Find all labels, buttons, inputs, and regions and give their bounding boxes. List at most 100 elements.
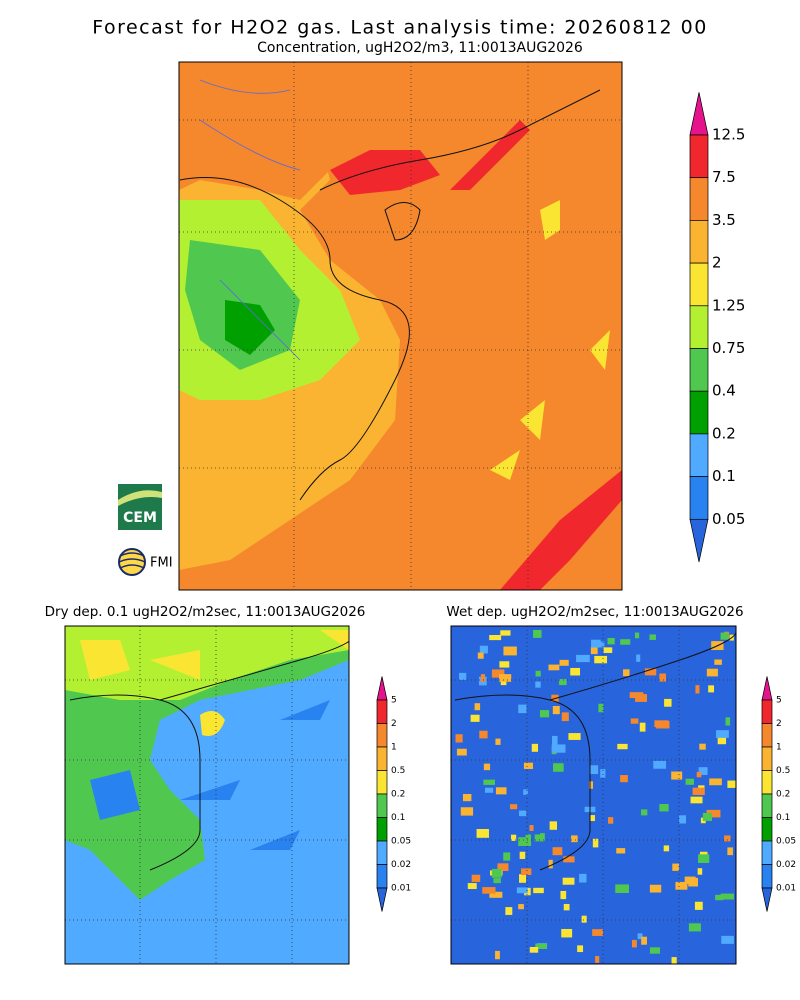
speckle (523, 789, 528, 795)
speckle (495, 738, 501, 745)
speckle (489, 635, 502, 641)
speckle (534, 834, 545, 842)
colorbar-segment (689, 134, 709, 179)
speckle (692, 787, 705, 795)
colorbar-label: 1 (776, 743, 782, 753)
speckle (714, 659, 722, 665)
colorbar-label: 0.05 (712, 510, 745, 528)
speckle (591, 639, 601, 648)
speckle (499, 661, 510, 668)
speckle (571, 835, 578, 843)
speckle (476, 828, 489, 838)
colorbar-label: 0.2 (776, 790, 790, 800)
speckle (615, 884, 629, 893)
colorbar-segment (761, 840, 773, 865)
speckle (503, 852, 511, 861)
colorbar-segment (376, 864, 388, 889)
dry-colorbar: 5 2 1 0.5 0.2 0.1 0.05 0.02 0.01 (376, 676, 411, 912)
speckle (535, 681, 541, 688)
colorbar-segment (689, 390, 709, 435)
speckle (551, 735, 558, 745)
speckle (549, 821, 558, 830)
colorbar-label: 0.05 (776, 837, 796, 847)
speckle (480, 674, 485, 683)
cem-text: CEM (123, 510, 157, 526)
colorbar-segment (376, 746, 388, 771)
speckle (649, 947, 661, 954)
speckle (467, 883, 477, 890)
speckle (533, 630, 542, 638)
fmi-text: FMI (150, 556, 173, 571)
speckle (590, 647, 598, 655)
colorbar-label: 0.2 (712, 424, 736, 442)
colorbar-label: 0.1 (391, 813, 405, 823)
speckle (491, 669, 505, 678)
speckle (630, 718, 639, 724)
speckle (474, 703, 481, 711)
speckle (553, 763, 564, 772)
speckle (589, 765, 599, 775)
speckle (497, 863, 509, 871)
colorbar-segment (376, 770, 388, 795)
speckle (608, 817, 614, 824)
colorbar-label: 7.5 (712, 168, 736, 186)
dry-frame (64, 625, 350, 965)
speckle (664, 698, 672, 707)
speckle (563, 856, 575, 863)
colorbar-triangle (689, 518, 709, 563)
speckle (455, 734, 463, 743)
speckle (456, 748, 467, 756)
colorbar-triangle (761, 676, 773, 701)
speckle (634, 632, 640, 639)
speckle (659, 673, 667, 682)
dry-map (65, 626, 349, 964)
cem-logo: CEM (118, 484, 162, 530)
colorbar-label: 0.1 (712, 467, 736, 485)
speckle (588, 781, 594, 789)
fmi-logo: FMI (118, 548, 173, 576)
speckle (552, 706, 560, 715)
dry-title: Dry dep. 0.1 ugH2O2/m2sec, 11:0013AUG202… (45, 604, 366, 620)
colorbar-triangle (761, 887, 773, 912)
wet-colorbar: 5 2 1 0.5 0.2 0.1 0.05 0.02 0.01 (761, 676, 796, 912)
colorbar-label: 2 (776, 719, 782, 729)
speckle (570, 667, 581, 676)
speckle (483, 779, 495, 785)
speckle (551, 744, 566, 753)
speckle (568, 733, 581, 740)
speckle (715, 894, 724, 901)
speckle (721, 935, 734, 944)
colorbar-label: 0.2 (391, 790, 405, 800)
wet-title: Wet dep. ugH2O2/m2sec, 11:0013AUG2026 (446, 604, 743, 620)
speckle (725, 717, 731, 726)
colorbar-label: 0.02 (776, 860, 796, 870)
speckle (493, 878, 501, 884)
speckle (495, 950, 500, 960)
speckle (690, 796, 703, 804)
colorbar-segment (689, 305, 709, 349)
speckle (649, 634, 656, 640)
speckle (559, 659, 569, 666)
speckle (724, 835, 731, 842)
speckle (653, 760, 667, 769)
colorbar-label: 0.01 (391, 884, 411, 894)
colorbar-segment (761, 723, 773, 748)
speckle (477, 652, 484, 659)
speckle (479, 645, 488, 654)
speckle (716, 730, 729, 738)
speckle (607, 637, 615, 645)
speckle (479, 730, 488, 739)
speckle (708, 685, 715, 693)
colorbar-segment (689, 476, 709, 520)
speckle (552, 847, 563, 856)
colorbar-segment (376, 840, 388, 865)
colorbar-segment (761, 817, 773, 842)
speckle (685, 778, 694, 785)
speckle (709, 778, 722, 786)
speckle (531, 743, 539, 752)
speckle (499, 674, 512, 682)
speckle (510, 804, 518, 810)
colorbar-segment (376, 699, 388, 724)
colorbar-label: 1 (391, 743, 397, 753)
speckle (561, 712, 569, 722)
